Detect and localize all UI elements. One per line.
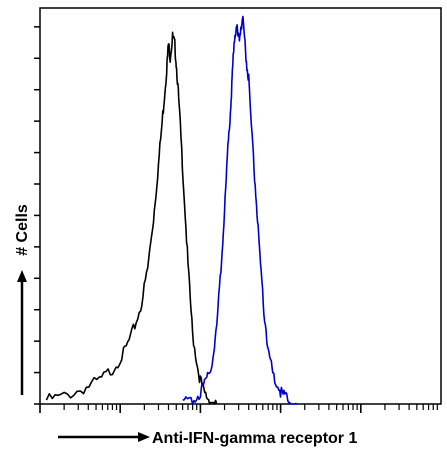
y-axis-ticks (34, 26, 40, 405)
y-axis-label: # Cells (14, 204, 31, 256)
histogram-series-1 (45, 31, 218, 405)
plot-frame (39, 7, 442, 405)
x-axis-ticks (39, 404, 438, 413)
x-axis-label: Anti-IFN-gamma receptor 1 (152, 430, 357, 447)
y-axis-arrowhead (17, 270, 27, 282)
series-layer (45, 15, 298, 405)
x-axis-arrowhead (138, 432, 150, 442)
histogram-series-2 (182, 15, 298, 405)
